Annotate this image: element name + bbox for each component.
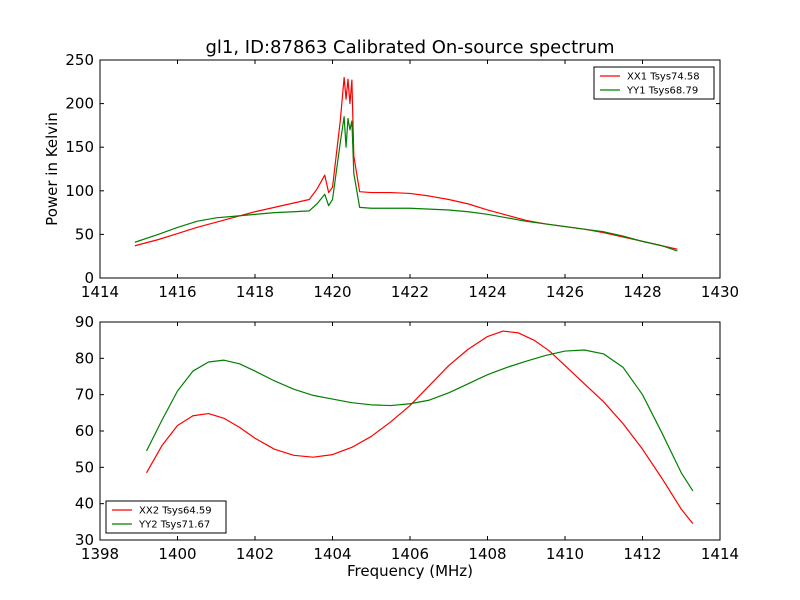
series-line-xx2 [145, 330, 694, 525]
chart-title: gl1, ID:87863 Calibrated On-source spect… [205, 37, 614, 58]
x-tick-label: 1430 [701, 283, 739, 301]
top-spectrum-panel: 1414 1416 1418 1420 1422 1424 1426 1428 1430 0 50 1… [43, 51, 739, 301]
y-tick-label: 250 [65, 51, 94, 69]
x-tick-label: 1424 [468, 283, 506, 301]
bottom-ticks-group: 1398 1400 1402 1404 1406 1408 1410 1412 1414 30 40… [75, 313, 739, 563]
series-line-yy2 [145, 349, 694, 492]
x-tick-label: 1408 [468, 545, 506, 563]
series-line-yy1 [134, 116, 678, 252]
bottom-series-group [145, 330, 694, 525]
x-tick-label: 1398 [81, 545, 119, 563]
x-tick-label: 1422 [391, 283, 429, 301]
legend-label: YY1 Tsys68.79 [626, 86, 698, 97]
legend-label: XX1 Tsys74.58 [627, 72, 700, 83]
x-tick-label: 1416 [158, 283, 196, 301]
x-tick-label: 1426 [546, 283, 584, 301]
y-tick-label: 0 [84, 269, 94, 287]
y-tick-label: 50 [75, 225, 94, 243]
top-ticks-group: 1414 1416 1418 1420 1422 1424 1426 1428 1430 0 50 1… [65, 51, 739, 301]
legend-box [105, 500, 227, 534]
x-tick-label: 1418 [236, 283, 274, 301]
bottom-legend: XX2 Tsys64.59 YY2 Tsys71.67 [105, 500, 227, 534]
x-tick-label: 1420 [313, 283, 351, 301]
y-tick-label: 200 [65, 95, 94, 113]
top-series-group [134, 76, 678, 252]
x-tick-label: 1412 [623, 545, 661, 563]
x-tick-label: 1400 [158, 545, 196, 563]
legend-label: XX2 Tsys64.59 [139, 506, 212, 517]
y-tick-label: 50 [75, 458, 94, 476]
x-tick-label: 1428 [623, 283, 661, 301]
x-tick-label: 1406 [391, 545, 429, 563]
top-y-axis-label: Power in Kelvin [43, 112, 61, 226]
y-tick-label: 80 [75, 349, 94, 367]
x-tick-label: 1404 [313, 545, 351, 563]
x-tick-label: 1410 [546, 545, 584, 563]
legend-box [593, 66, 715, 100]
x-axis-label: Frequency (MHz) [347, 562, 473, 580]
y-tick-label: 150 [65, 138, 94, 156]
top-legend: XX1 Tsys74.58 YY1 Tsys68.79 [593, 66, 715, 100]
x-tick-label: 1402 [236, 545, 274, 563]
x-tick-label: 1414 [81, 283, 119, 301]
y-tick-label: 30 [75, 531, 94, 549]
y-tick-label: 90 [75, 313, 94, 331]
y-tick-label: 70 [75, 386, 94, 404]
y-tick-label: 60 [75, 422, 94, 440]
y-tick-label: 40 [75, 495, 94, 513]
legend-label: YY2 Tsys71.67 [138, 520, 210, 531]
bottom-spectrum-panel: 1398 1400 1402 1404 1406 1408 1410 1412 1414 30 40… [75, 313, 739, 580]
y-tick-label: 100 [65, 182, 94, 200]
x-tick-label: 1414 [701, 545, 739, 563]
